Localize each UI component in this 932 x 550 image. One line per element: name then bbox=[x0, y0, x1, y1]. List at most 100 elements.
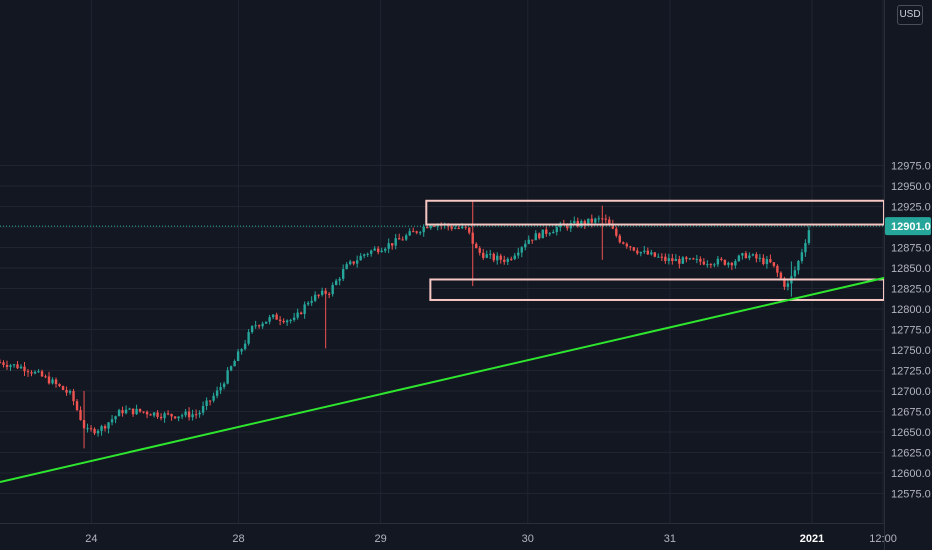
candle-body bbox=[54, 379, 58, 385]
candle-body bbox=[541, 229, 544, 239]
candle-body bbox=[61, 386, 65, 390]
candle-body bbox=[650, 252, 653, 255]
candle-body bbox=[79, 409, 82, 421]
candle-body bbox=[124, 409, 128, 414]
candle-body bbox=[380, 250, 383, 253]
support-zone[interactable] bbox=[429, 278, 885, 301]
candle-body bbox=[667, 258, 671, 261]
candle-body bbox=[594, 218, 597, 223]
candle-body bbox=[538, 233, 541, 239]
candle-body bbox=[2, 362, 5, 365]
y-tick-label: 12575.0 bbox=[891, 489, 931, 501]
candle-body bbox=[744, 253, 748, 259]
candle-body bbox=[296, 312, 299, 318]
currency-label[interactable]: USD bbox=[897, 5, 923, 25]
y-tick-label: 12650.0 bbox=[891, 427, 931, 439]
candle-body bbox=[653, 252, 657, 257]
trend-line[interactable] bbox=[0, 244, 932, 483]
y-tick-label: 12725.0 bbox=[891, 366, 931, 378]
candle-body bbox=[37, 371, 40, 373]
candle-body bbox=[355, 260, 359, 264]
candles bbox=[0, 199, 811, 449]
candle-body bbox=[261, 323, 264, 327]
candle-body bbox=[692, 258, 695, 260]
candle-body bbox=[587, 218, 590, 225]
candle-body bbox=[138, 408, 142, 412]
candle-body bbox=[191, 414, 194, 418]
y-tick-label: 12775.0 bbox=[891, 325, 931, 337]
candle-body bbox=[240, 349, 243, 352]
candle-body bbox=[800, 252, 804, 261]
candle-body bbox=[741, 253, 744, 256]
candle-body bbox=[478, 248, 481, 253]
candle-body bbox=[751, 254, 755, 256]
price-axis[interactable]: 12575.0 12600.0 12625.0 12650.0 12675.0 12700… bbox=[884, 0, 932, 550]
candle-body bbox=[426, 226, 429, 229]
candle-body bbox=[699, 258, 702, 262]
candle-body bbox=[243, 343, 247, 350]
candle-body bbox=[758, 257, 762, 259]
candle-body bbox=[720, 258, 723, 260]
candle-body bbox=[170, 413, 173, 417]
y-tick-label: 12800.0 bbox=[891, 304, 931, 316]
candle-body bbox=[23, 366, 26, 372]
candle-body bbox=[16, 364, 19, 369]
candle-body bbox=[331, 284, 334, 295]
x-tick-label: 31 bbox=[664, 533, 676, 545]
y-tick-label: 12700.0 bbox=[891, 386, 931, 398]
candle-body bbox=[681, 257, 685, 264]
y-tick-label: 12875.0 bbox=[891, 243, 931, 255]
candle-body bbox=[334, 280, 338, 285]
candle-body bbox=[282, 320, 285, 323]
candle-body bbox=[229, 366, 233, 371]
candle-body bbox=[383, 248, 387, 251]
y-tick-label: 12950.0 bbox=[891, 181, 931, 193]
candle-body bbox=[716, 258, 720, 265]
candle-body bbox=[730, 262, 734, 266]
candle-body bbox=[608, 219, 611, 225]
candle-body bbox=[40, 371, 44, 377]
candle-body bbox=[369, 250, 373, 254]
x-tick-label: 29 bbox=[375, 533, 387, 545]
candle-body bbox=[590, 218, 593, 223]
candle-body bbox=[313, 294, 317, 301]
candle-body bbox=[475, 243, 478, 249]
y-tick-label: 12850.0 bbox=[891, 263, 931, 275]
candle-body bbox=[233, 360, 236, 367]
candle-body bbox=[194, 414, 198, 416]
candle-body bbox=[173, 416, 177, 419]
candle-body bbox=[632, 247, 636, 251]
candle-body bbox=[9, 365, 12, 367]
candle-body bbox=[166, 413, 170, 415]
candle-body bbox=[208, 400, 212, 402]
candle-body bbox=[429, 225, 432, 229]
resistance-zone[interactable] bbox=[425, 199, 885, 226]
candle-body bbox=[468, 227, 471, 233]
candle-body bbox=[397, 238, 401, 240]
y-tick-label: 12600.0 bbox=[891, 468, 931, 480]
candle-body bbox=[412, 231, 415, 233]
candle-body bbox=[128, 408, 131, 410]
candle-body bbox=[187, 411, 191, 418]
candle-body bbox=[573, 220, 576, 224]
candle-body bbox=[338, 278, 341, 281]
candle-body bbox=[219, 387, 222, 391]
candle-body bbox=[748, 255, 751, 259]
candle-body bbox=[615, 228, 618, 236]
candle-body bbox=[804, 243, 807, 253]
candle-body bbox=[359, 255, 362, 261]
candle-body bbox=[362, 254, 366, 256]
candle-body bbox=[117, 410, 121, 417]
candle-body bbox=[184, 411, 187, 416]
candle-body bbox=[96, 430, 100, 434]
candle-body bbox=[180, 415, 184, 417]
candle-body bbox=[664, 256, 667, 261]
candle-body bbox=[678, 258, 681, 264]
candle-body bbox=[506, 258, 509, 262]
y-tick-label: 12625.0 bbox=[891, 448, 931, 460]
candle-body bbox=[489, 253, 492, 255]
candle-body bbox=[201, 405, 205, 413]
candle-body bbox=[0, 362, 2, 364]
